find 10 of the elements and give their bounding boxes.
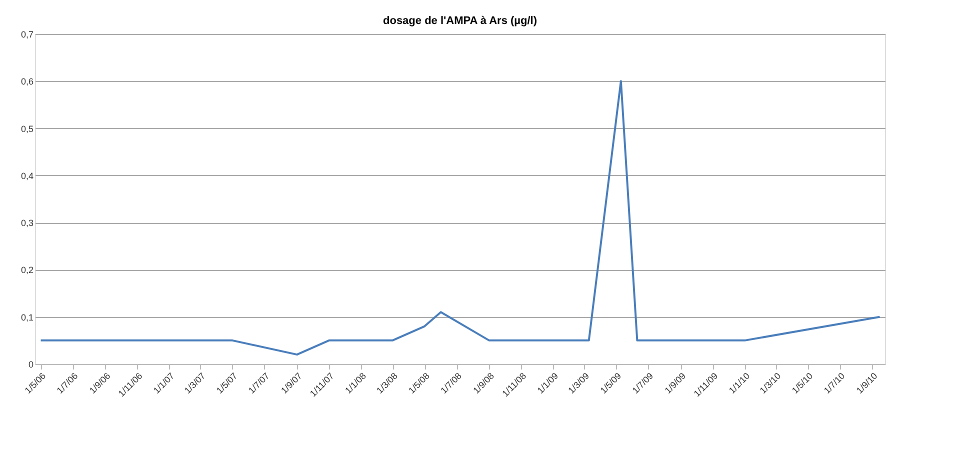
y-tick-label: 0,3	[20, 218, 34, 228]
y-tick-label: 0,2	[20, 265, 34, 276]
y-tick-label: 0,6	[20, 76, 34, 87]
chart-title: dosage de l'AMPA à Ars (µg/l)	[382, 15, 538, 27]
y-tick-label: 0,5	[20, 124, 34, 134]
line-series	[40, 80, 881, 356]
y-tick-label: 0,4	[20, 170, 34, 181]
y-tick-label: 0,7	[20, 30, 34, 40]
y-tick-label: 0,1	[20, 312, 34, 322]
y-tick-label: 0	[28, 360, 34, 370]
